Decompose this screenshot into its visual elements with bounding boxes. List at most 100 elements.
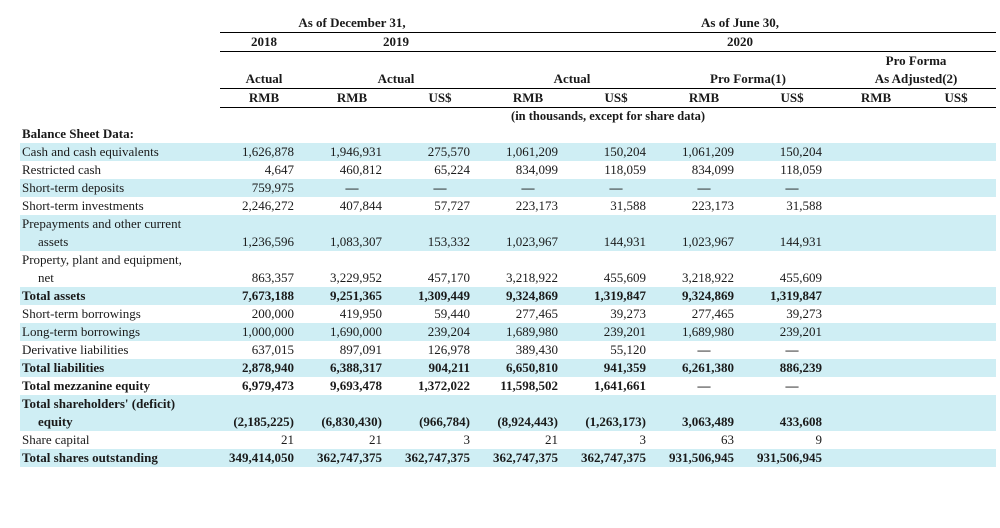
section-title: Balance Sheet Data: (20, 125, 996, 143)
row-label: Total assets (20, 287, 220, 305)
table-row: Total liabilities2,878,9406,388,317904,2… (20, 359, 996, 377)
hdr-proforma: Pro Forma(1) (660, 70, 836, 89)
header-row-currency: RMB RMB US$ RMB US$ RMB US$ RMB US$ (20, 89, 996, 108)
row-label-cont: equity (20, 413, 220, 431)
cell-value (916, 377, 996, 395)
cell-value: 239,204 (396, 323, 484, 341)
cell-value: 3,218,922 (484, 269, 572, 287)
hdr-cur-4: US$ (572, 89, 660, 108)
cell-value: 349,414,050 (220, 449, 308, 467)
cell-value: 59,440 (396, 305, 484, 323)
cell-value: 941,359 (572, 359, 660, 377)
cell-value (916, 341, 996, 359)
row-label: Short-term deposits (20, 179, 220, 197)
hdr-cur-2: US$ (396, 89, 484, 108)
row-label: Property, plant and equipment, (20, 251, 996, 269)
cell-value: — (660, 377, 748, 395)
hdr-proforma-adj-l1: Pro Forma (836, 52, 996, 71)
cell-value: 455,609 (572, 269, 660, 287)
row-label: Short-term borrowings (20, 305, 220, 323)
cell-value: 118,059 (748, 161, 836, 179)
cell-value (836, 233, 916, 251)
cell-value: 7,673,188 (220, 287, 308, 305)
cell-value: 1,372,022 (396, 377, 484, 395)
cell-value: 21 (220, 431, 308, 449)
hdr-actual-2019: Actual (308, 70, 484, 89)
cell-value: 1,000,000 (220, 323, 308, 341)
cell-value (836, 377, 916, 395)
cell-value (916, 179, 996, 197)
hdr-cur-6: US$ (748, 89, 836, 108)
cell-value: 9,251,365 (308, 287, 396, 305)
cell-value: 834,099 (660, 161, 748, 179)
cell-value: 362,747,375 (484, 449, 572, 467)
cell-value: 1,023,967 (660, 233, 748, 251)
row-label: Total liabilities (20, 359, 220, 377)
cell-value (916, 323, 996, 341)
cell-value: 904,211 (396, 359, 484, 377)
cell-value: 362,747,375 (308, 449, 396, 467)
cell-value: 2,246,272 (220, 197, 308, 215)
cell-value: 4,647 (220, 161, 308, 179)
cell-value (916, 431, 996, 449)
cell-value: 277,465 (484, 305, 572, 323)
table-row: Share capital21213213639 (20, 431, 996, 449)
cell-value (916, 359, 996, 377)
cell-value: (8,924,443) (484, 413, 572, 431)
cell-value: 834,099 (484, 161, 572, 179)
cell-value: 11,598,502 (484, 377, 572, 395)
cell-value: 31,588 (748, 197, 836, 215)
header-row-subnote: (in thousands, except for share data) (20, 108, 996, 126)
cell-value: (2,185,225) (220, 413, 308, 431)
cell-value: 223,173 (484, 197, 572, 215)
row-label: Restricted cash (20, 161, 220, 179)
cell-value (836, 323, 916, 341)
cell-value: 897,091 (308, 341, 396, 359)
cell-value (916, 161, 996, 179)
hdr-jun30: As of June 30, (484, 14, 996, 33)
cell-value: 433,608 (748, 413, 836, 431)
row-label: Derivative liabilities (20, 341, 220, 359)
cell-value: — (748, 341, 836, 359)
cell-value: 1,946,931 (308, 143, 396, 161)
cell-value: 9,324,869 (484, 287, 572, 305)
cell-value: 39,273 (748, 305, 836, 323)
cell-value (836, 179, 916, 197)
cell-value: 6,979,473 (220, 377, 308, 395)
row-label-cont: assets (20, 233, 220, 251)
table-row: equity(2,185,225)(6,830,430)(966,784)(8,… (20, 413, 996, 431)
table-row: Short-term borrowings200,000419,95059,44… (20, 305, 996, 323)
row-label: Share capital (20, 431, 220, 449)
section-title-row: Balance Sheet Data: (20, 125, 996, 143)
cell-value: 9,693,478 (308, 377, 396, 395)
cell-value: 21 (308, 431, 396, 449)
cell-value: 1,023,967 (484, 233, 572, 251)
cell-value: (966,784) (396, 413, 484, 431)
cell-value: 1,061,209 (484, 143, 572, 161)
table-row: net863,3573,229,952457,1703,218,922455,6… (20, 269, 996, 287)
cell-value: 362,747,375 (572, 449, 660, 467)
cell-value: 277,465 (660, 305, 748, 323)
cell-value: (1,263,173) (572, 413, 660, 431)
cell-value: (6,830,430) (308, 413, 396, 431)
cell-value: 1,319,847 (572, 287, 660, 305)
cell-value: 362,747,375 (396, 449, 484, 467)
hdr-2020: 2020 (484, 33, 996, 52)
cell-value: 239,201 (748, 323, 836, 341)
cell-value (916, 269, 996, 287)
cell-value: 1,689,980 (660, 323, 748, 341)
cell-value: 460,812 (308, 161, 396, 179)
table-row: Long-term borrowings1,000,0001,690,00023… (20, 323, 996, 341)
row-label: Total shareholders' (deficit) (20, 395, 996, 413)
cell-value: 144,931 (572, 233, 660, 251)
cell-value: 759,975 (220, 179, 308, 197)
cell-value: — (572, 179, 660, 197)
cell-value: 39,273 (572, 305, 660, 323)
cell-value: 1,309,449 (396, 287, 484, 305)
cell-value: 3 (572, 431, 660, 449)
cell-value (916, 413, 996, 431)
cell-value: — (660, 341, 748, 359)
table-row: Total mezzanine equity6,979,4739,693,478… (20, 377, 996, 395)
cell-value: — (484, 179, 572, 197)
hdr-actual-2018: Actual (220, 70, 308, 89)
